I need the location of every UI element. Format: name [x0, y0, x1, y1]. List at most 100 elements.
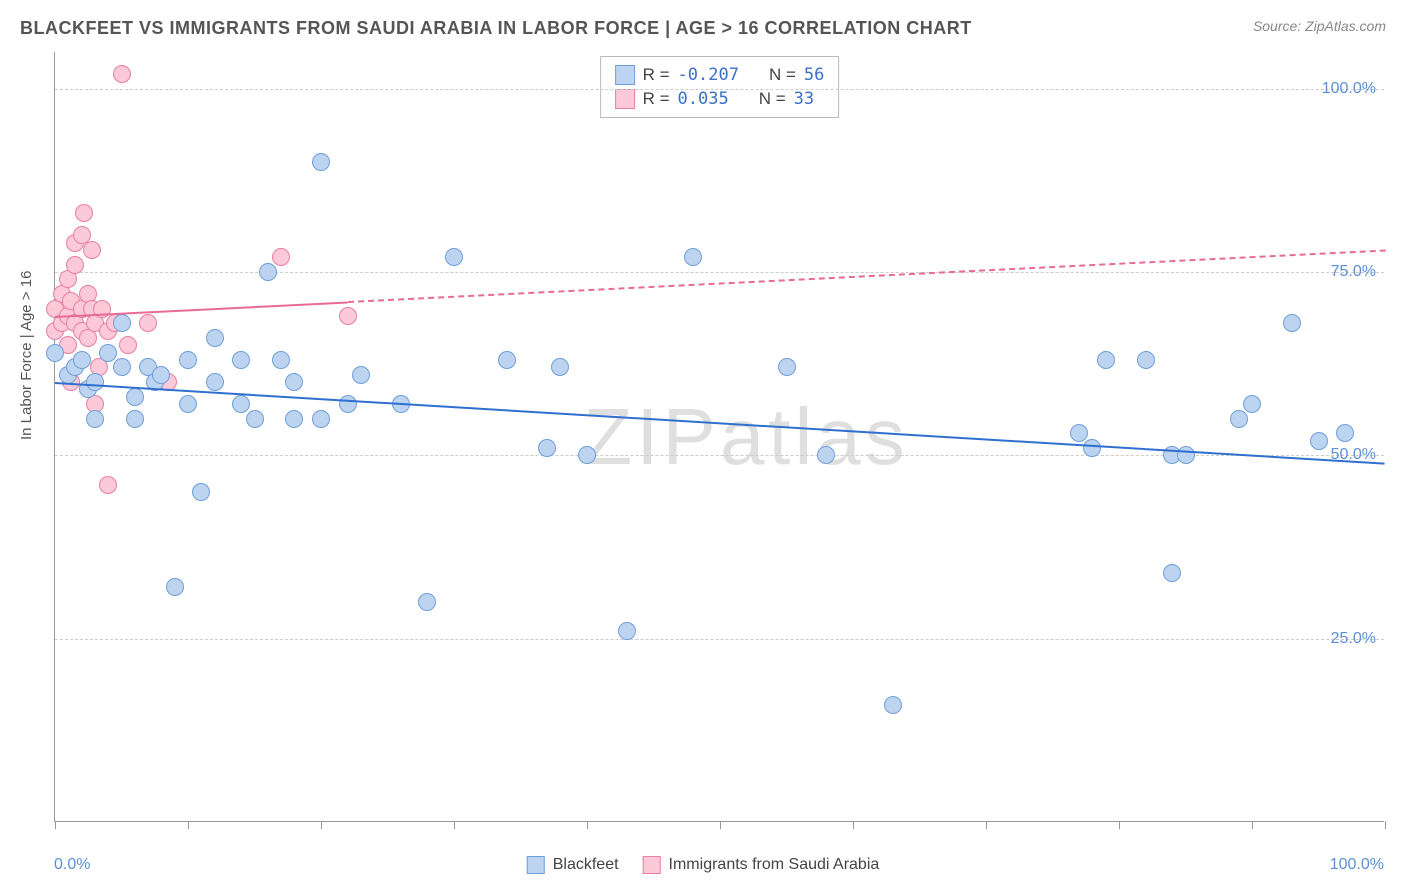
data-point	[418, 593, 436, 611]
n-label: N =	[759, 89, 786, 109]
x-tick	[321, 821, 322, 829]
data-point	[46, 344, 64, 362]
data-point	[232, 395, 250, 413]
data-point	[66, 256, 84, 274]
legend-swatch	[615, 89, 635, 109]
x-tick	[587, 821, 588, 829]
gridline	[55, 639, 1384, 640]
data-point	[312, 410, 330, 428]
legend-item: Blackfeet	[527, 856, 619, 874]
data-point	[1163, 564, 1181, 582]
trend-line	[348, 250, 1385, 303]
data-point	[312, 153, 330, 171]
data-point	[113, 314, 131, 332]
data-point	[684, 248, 702, 266]
data-point	[86, 410, 104, 428]
data-point	[119, 336, 137, 354]
data-point	[1243, 395, 1261, 413]
data-point	[179, 351, 197, 369]
data-point	[83, 241, 101, 259]
scatter-chart: ZIPatlas R = -0.207 N = 56 R = 0.035 N = 33 25…	[54, 52, 1384, 822]
x-tick	[1252, 821, 1253, 829]
chart-header: BLACKFEET VS IMMIGRANTS FROM SAUDI ARABI…	[0, 0, 1406, 39]
y-tick-label: 100.0%	[1322, 80, 1376, 98]
y-tick-label: 25.0%	[1331, 630, 1376, 648]
data-point	[1336, 424, 1354, 442]
data-point	[551, 358, 569, 376]
data-point	[126, 410, 144, 428]
stats-row: R = -0.207 N = 56	[615, 63, 825, 87]
data-point	[445, 248, 463, 266]
data-point	[152, 366, 170, 384]
x-axis-min-label: 0.0%	[54, 856, 90, 874]
x-tick	[188, 821, 189, 829]
legend-item: Immigrants from Saudi Arabia	[643, 856, 880, 874]
n-value: 33	[794, 89, 814, 109]
stats-legend-box: R = -0.207 N = 56 R = 0.035 N = 33	[600, 56, 840, 118]
source-label: Source: ZipAtlas.com	[1253, 18, 1386, 34]
stats-row: R = 0.035 N = 33	[615, 87, 825, 111]
data-point	[99, 344, 117, 362]
data-point	[139, 314, 157, 332]
data-point	[285, 373, 303, 391]
data-point	[113, 358, 131, 376]
x-tick	[853, 821, 854, 829]
data-point	[206, 373, 224, 391]
data-point	[1083, 439, 1101, 457]
data-point	[538, 439, 556, 457]
legend-swatch	[643, 856, 661, 874]
n-value: 56	[804, 65, 824, 85]
data-point	[618, 622, 636, 640]
r-value: -0.207	[678, 65, 739, 85]
y-axis-title: In Labor Force | Age > 16	[18, 271, 35, 440]
bottom-legend: Blackfeet Immigrants from Saudi Arabia	[527, 856, 880, 874]
legend-swatch	[527, 856, 545, 874]
data-point	[1177, 446, 1195, 464]
data-point	[272, 248, 290, 266]
r-value: 0.035	[678, 89, 729, 109]
x-tick	[1385, 821, 1386, 829]
x-axis-max-label: 100.0%	[1330, 856, 1384, 874]
x-tick	[55, 821, 56, 829]
data-point	[285, 410, 303, 428]
legend-swatch	[615, 65, 635, 85]
data-point	[339, 307, 357, 325]
data-point	[778, 358, 796, 376]
chart-title: BLACKFEET VS IMMIGRANTS FROM SAUDI ARABI…	[20, 18, 972, 39]
legend-label: Blackfeet	[553, 856, 619, 874]
legend-label: Immigrants from Saudi Arabia	[669, 856, 880, 874]
data-point	[166, 578, 184, 596]
data-point	[884, 696, 902, 714]
data-point	[232, 351, 250, 369]
gridline	[55, 89, 1384, 90]
data-point	[73, 351, 91, 369]
data-point	[206, 329, 224, 347]
x-tick	[986, 821, 987, 829]
n-label: N =	[769, 65, 796, 85]
data-point	[1230, 410, 1248, 428]
data-point	[817, 446, 835, 464]
data-point	[126, 388, 144, 406]
data-point	[1137, 351, 1155, 369]
r-label: R =	[643, 65, 670, 85]
data-point	[1070, 424, 1088, 442]
y-tick-label: 75.0%	[1331, 263, 1376, 281]
data-point	[99, 476, 117, 494]
data-point	[192, 483, 210, 501]
data-point	[498, 351, 516, 369]
data-point	[339, 395, 357, 413]
data-point	[352, 366, 370, 384]
data-point	[1097, 351, 1115, 369]
data-point	[259, 263, 277, 281]
x-tick	[720, 821, 721, 829]
data-point	[113, 65, 131, 83]
watermark: ZIPatlas	[583, 391, 908, 483]
data-point	[272, 351, 290, 369]
x-tick	[454, 821, 455, 829]
data-point	[179, 395, 197, 413]
data-point	[1283, 314, 1301, 332]
r-label: R =	[643, 89, 670, 109]
data-point	[246, 410, 264, 428]
data-point	[75, 204, 93, 222]
data-point	[1310, 432, 1328, 450]
